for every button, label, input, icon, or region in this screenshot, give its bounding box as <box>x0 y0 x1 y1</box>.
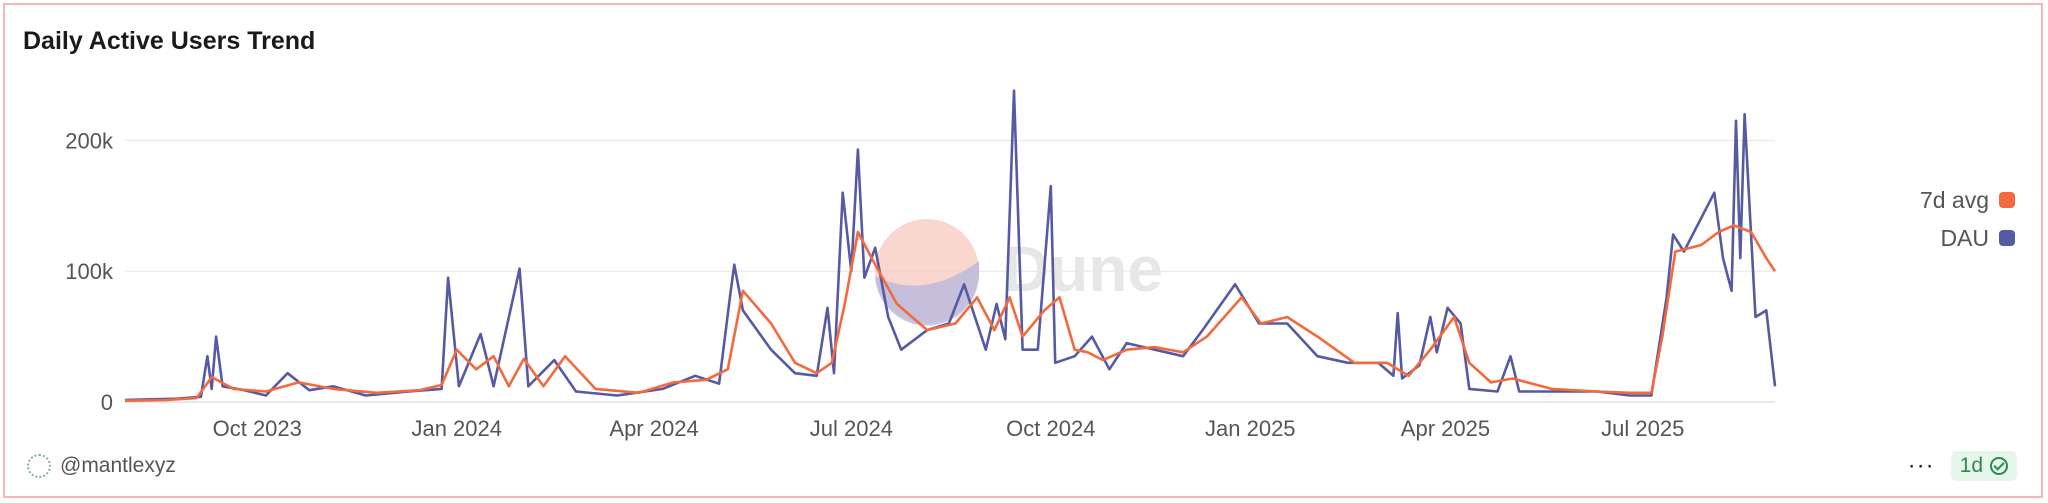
legend-label: 7d avg <box>1919 186 1989 213</box>
legend-label: DAU <box>1940 224 1989 251</box>
x-tick-label: Apr 2024 <box>609 416 698 441</box>
footer-actions: ··· 1d <box>1908 451 2017 481</box>
line-chart: Dune 0 100k 200k Oct 2023 Jan 2024 Apr 2024 J… <box>65 89 1777 441</box>
y-tick-label: 200k <box>65 128 114 153</box>
x-tick-label: Apr 2025 <box>1401 416 1490 441</box>
legend-item-7d-avg[interactable]: 7d avg <box>1920 181 2015 219</box>
x-tick-label: Jul 2025 <box>1601 416 1684 441</box>
watermark-text: Dune <box>1003 233 1163 305</box>
chart-card: Daily Active Users Trend Dune 0 100k 200k … <box>3 3 2043 498</box>
author-name: @mantlexyz <box>60 454 176 477</box>
y-tick-label: 0 <box>101 390 113 415</box>
author-link[interactable]: @mantlexyz <box>27 454 176 478</box>
x-tick-label: Oct 2023 <box>213 416 302 441</box>
series-line-dau <box>124 89 1777 402</box>
x-tick-label: Jan 2025 <box>1205 416 1296 441</box>
avatar-icon <box>27 454 51 478</box>
x-tick-label: Jul 2024 <box>810 416 893 441</box>
x-axis: Oct 2023 Jan 2024 Apr 2024 Jul 2024 Oct 2024… <box>213 416 1685 441</box>
y-tick-label: 100k <box>65 259 114 284</box>
series-lines <box>124 89 1777 402</box>
more-icon[interactable]: ··· <box>1907 452 1935 479</box>
chart-title: Daily Active Users Trend <box>23 27 316 55</box>
legend-swatch <box>1999 192 2015 208</box>
series-line-7d-avg <box>124 224 1777 402</box>
legend-item-dau[interactable]: DAU <box>1920 219 2015 257</box>
legend-swatch <box>1999 230 2015 246</box>
refresh-label: 1d <box>1959 454 1983 477</box>
legend: 7d avg DAU <box>1920 181 2015 257</box>
x-tick-label: Oct 2024 <box>1006 416 1095 441</box>
x-tick-label: Jan 2024 <box>411 416 502 441</box>
check-circle-icon <box>1990 457 2008 475</box>
refresh-badge[interactable]: 1d <box>1950 451 2017 481</box>
y-axis: 0 100k 200k <box>65 128 114 415</box>
